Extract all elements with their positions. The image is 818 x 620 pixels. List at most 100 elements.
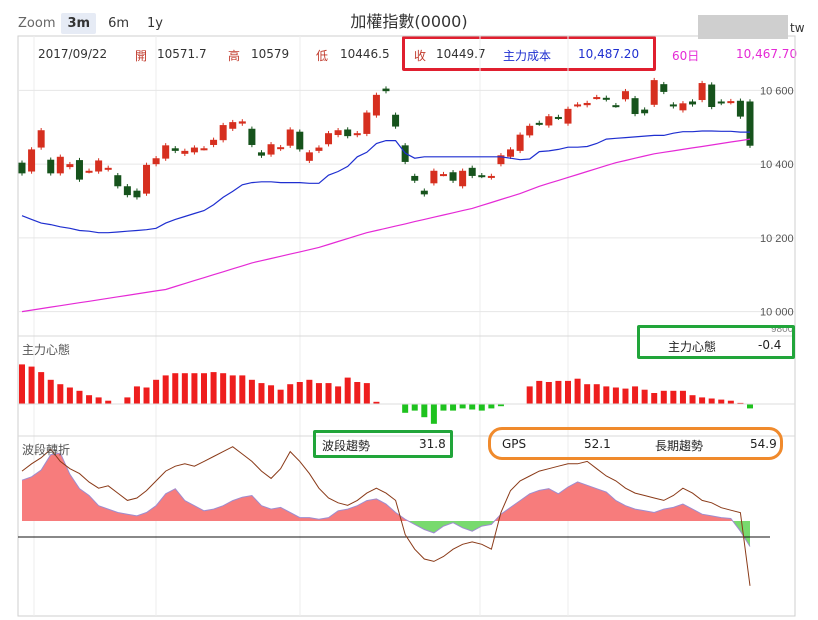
main-mind-bar	[526, 386, 533, 404]
candle-body	[439, 174, 447, 177]
main-mind-bar	[172, 373, 179, 404]
main-mind-bar	[86, 395, 93, 404]
candle-body	[602, 97, 610, 100]
main-mind-bar	[191, 373, 198, 404]
candle-body	[593, 97, 601, 100]
main-mind-bar	[478, 404, 485, 411]
candle-body	[18, 162, 26, 174]
main-mind-bar	[593, 384, 600, 404]
candle-body	[296, 131, 304, 150]
wave-panel-label: 波段轉折	[22, 443, 71, 457]
high-value: 10579	[251, 47, 290, 61]
main-mind-bar	[450, 404, 457, 411]
zoom-3m-button[interactable]: 3m	[61, 12, 97, 34]
main-mind-bar	[239, 375, 246, 404]
candle-body	[66, 164, 74, 168]
candle-body	[526, 125, 534, 136]
candle-body	[468, 167, 476, 176]
candle-body	[267, 144, 275, 155]
candle-body	[497, 155, 505, 165]
y-tick-label: 10 000	[760, 307, 794, 319]
main-mind-value: -0.4	[758, 338, 782, 352]
wave-trend-label: 波段趨勢	[322, 439, 371, 453]
main-mind-bar	[57, 384, 64, 404]
main-mind-panel-label: 主力心態	[22, 343, 71, 357]
candle-body	[641, 109, 649, 114]
candle-body	[28, 149, 36, 172]
main-mind-bar	[133, 386, 140, 404]
candle-body	[574, 104, 582, 107]
candle-body	[56, 156, 64, 174]
candle-body	[229, 122, 237, 129]
candle-body	[257, 152, 265, 156]
candle-body	[162, 145, 170, 159]
main-mind-bar	[536, 380, 543, 404]
y-tick-label: 10 200	[760, 233, 794, 245]
main-mind-bar	[47, 379, 54, 404]
wave-trend-line	[21, 452, 751, 547]
main-mind-bar	[565, 380, 571, 404]
main-mind-bar	[28, 366, 35, 404]
candle-body	[698, 83, 706, 101]
candle-body	[689, 101, 697, 105]
main-mind-bar	[421, 404, 428, 418]
close-label: 收	[414, 49, 427, 63]
candle-body	[200, 148, 208, 151]
candle-body	[430, 170, 438, 184]
close-value: 10449.7	[436, 47, 486, 61]
candle-body	[660, 84, 668, 92]
ma60-line	[21, 138, 751, 313]
wave-panel	[18, 446, 770, 586]
candle-body	[545, 116, 553, 126]
quote-date: 2017/09/22	[38, 47, 108, 61]
candle-body	[85, 170, 93, 173]
candle-body	[210, 139, 218, 145]
candle-body	[95, 160, 103, 172]
candle-body	[363, 112, 371, 134]
low-value: 10446.5	[340, 47, 390, 61]
candle-body	[507, 149, 515, 157]
main-mind-bar	[651, 393, 658, 404]
zoom-label: Zoom	[18, 15, 56, 31]
candle-body	[564, 108, 572, 124]
cost-label: 主力成本	[503, 49, 552, 63]
zoom-bar: Zoom 3m 6m 1y	[18, 11, 169, 35]
candle-body	[746, 101, 754, 146]
main-mind-bar	[660, 390, 667, 404]
main-mind-bar	[354, 382, 361, 404]
main-mind-bar	[632, 386, 639, 404]
main-mind-bar	[373, 401, 380, 404]
wave-trend-highlight-box	[313, 430, 453, 458]
main-mind-bar	[287, 384, 294, 404]
main-mind-bar	[76, 390, 83, 404]
candlestick-panel	[18, 77, 754, 313]
main-mind-bar	[105, 400, 112, 404]
main-mind-panel	[18, 364, 795, 424]
main-mind-bar	[737, 402, 744, 404]
main-mind-bar	[689, 395, 696, 404]
candle-body	[37, 130, 45, 148]
main-mind-highlight-box	[637, 325, 795, 359]
zoom-6m-button[interactable]: 6m	[108, 15, 130, 31]
candle-body	[171, 148, 179, 151]
candle-body	[478, 175, 486, 178]
candle-body	[516, 134, 524, 151]
main-mind-bar	[708, 398, 715, 404]
candle-body	[190, 147, 198, 153]
zoom-1y-button[interactable]: 1y	[147, 15, 163, 31]
main-mind-bar	[469, 404, 476, 410]
candle-body	[248, 128, 256, 145]
candle-body	[277, 147, 285, 150]
candle-body	[382, 88, 390, 92]
main-mind-bar	[679, 390, 686, 404]
candle-body	[181, 150, 189, 154]
candle-body	[736, 100, 744, 117]
gps-line	[21, 446, 751, 586]
main-mind-bar	[38, 372, 45, 404]
main-mind-bar	[95, 397, 102, 404]
candle-body	[717, 101, 725, 104]
main-mind-bar	[19, 364, 25, 404]
y-tick-label-partial: 9800	[771, 324, 794, 335]
main-mind-bar	[699, 397, 706, 404]
open-label: 開	[135, 49, 148, 63]
